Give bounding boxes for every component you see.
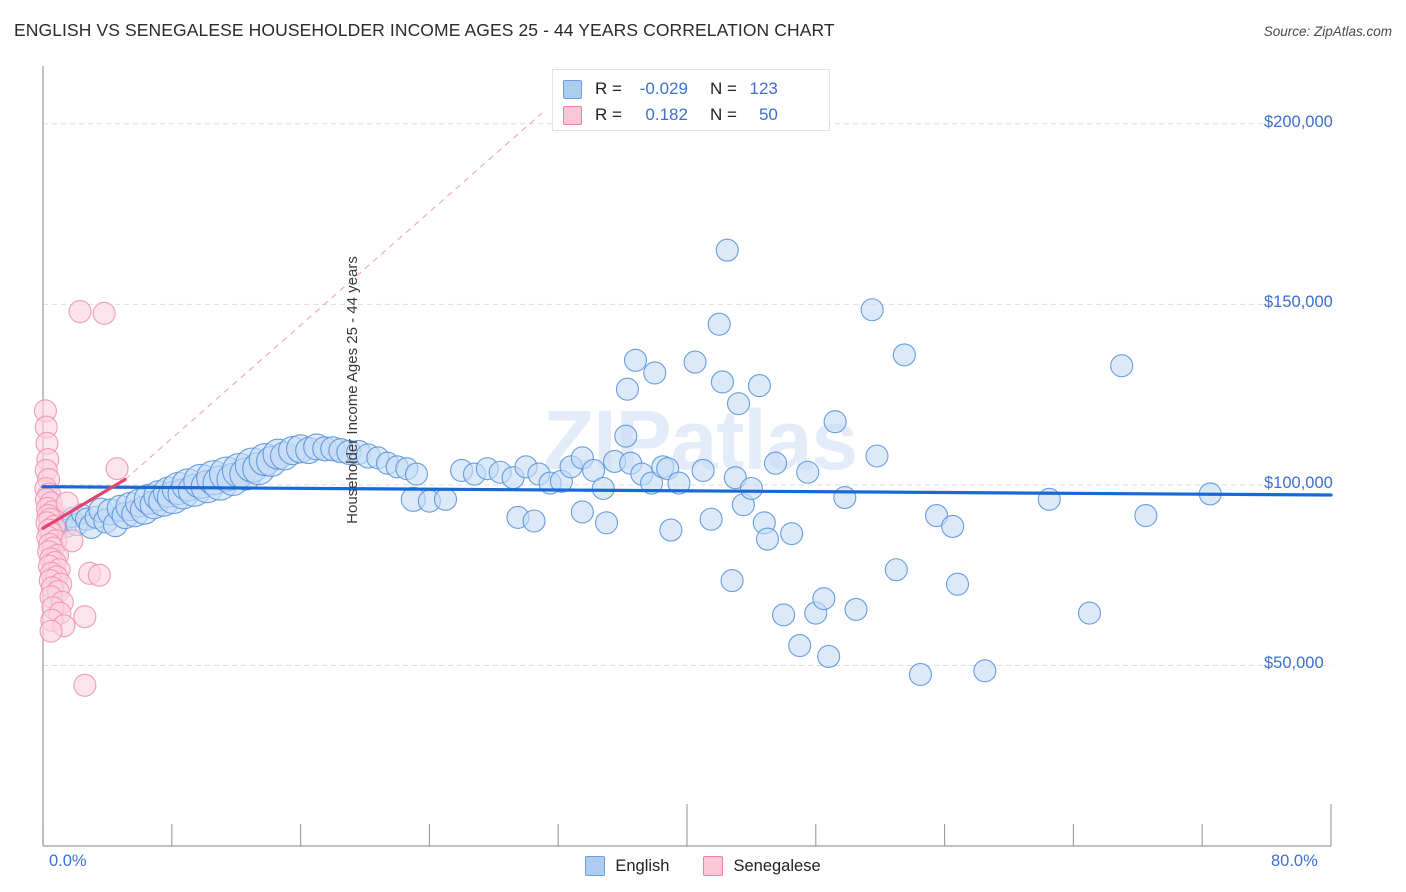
r-label-senegalese: R = xyxy=(595,105,622,124)
legend-swatch-english xyxy=(563,79,582,99)
y-tick-label: $100,000 xyxy=(1264,473,1333,492)
r-label-english: R = xyxy=(595,79,622,98)
r-value-english: -0.029 xyxy=(639,79,688,98)
plot-area: ZIPatlas 0.0% 80.0% xyxy=(33,66,1333,870)
y-tick-label: $50,000 xyxy=(1264,654,1324,673)
n-label-senegalese: N = xyxy=(709,105,737,124)
legend-item-senegalese[interactable]: Senegalese xyxy=(703,856,821,876)
n-value-senegalese: 50 xyxy=(758,105,778,124)
x-tick-label: 80.0% xyxy=(1271,852,1318,870)
page-title: ENGLISH VS SENEGALESE HOUSEHOLDER INCOME… xyxy=(14,20,835,40)
legend-color-senegalese xyxy=(703,856,724,876)
legend-swatch-senegalese xyxy=(563,105,582,125)
series-legend: English Senegalese xyxy=(0,852,1406,880)
r-value-senegalese: 0.182 xyxy=(645,105,688,124)
legend-color-english xyxy=(585,856,606,876)
n-value-english: 123 xyxy=(749,79,778,98)
correlation-legend: R = -0.029 N = 123 R = 0.182 N = 50 xyxy=(552,69,830,131)
legend-label-senegalese: Senegalese xyxy=(733,856,821,875)
legend-row-senegalese: R = 0.182 N = 50 xyxy=(563,102,819,128)
source-label: Source: ZipAtlas.com xyxy=(1263,24,1392,39)
legend-label-english: English xyxy=(615,856,670,875)
y-tick-label: $150,000 xyxy=(1264,293,1333,312)
legend-item-english[interactable]: English xyxy=(585,856,669,876)
x-tick-label: 0.0% xyxy=(49,852,87,870)
y-tick-label: $200,000 xyxy=(1264,112,1333,131)
scatter-plot-svg xyxy=(33,66,1333,847)
legend-row-english: R = -0.029 N = 123 xyxy=(563,76,819,102)
n-label-english: N = xyxy=(709,79,737,98)
